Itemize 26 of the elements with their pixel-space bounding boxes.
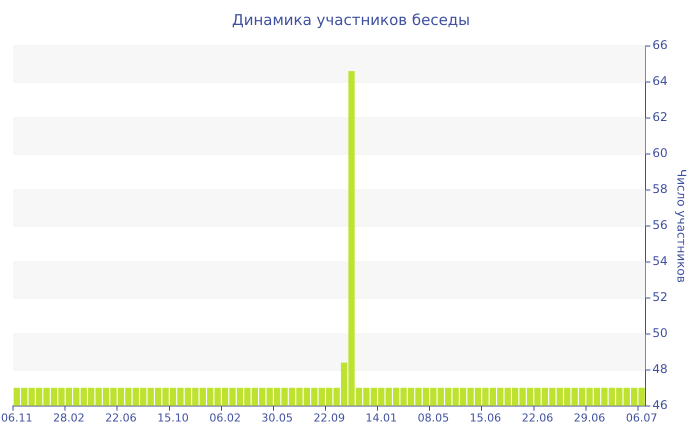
y-tick-label: 50 — [652, 326, 668, 340]
y-tick-label: 46 — [652, 398, 668, 412]
y-tick-label: 66 — [652, 38, 668, 52]
x-tick-label: 15.10 — [157, 411, 189, 424]
x-tick-label: 06.02 — [209, 411, 241, 424]
x-tick-label: 30.05 — [261, 411, 293, 424]
x-tick-label: 06.07 — [626, 411, 658, 424]
y-tick-label: 58 — [652, 182, 668, 196]
x-tick-label: 22.06 — [105, 411, 137, 424]
x-tick-label: 15.06 — [470, 411, 502, 424]
x-tick-label: 08.05 — [418, 411, 450, 424]
y-tick-label: 54 — [652, 254, 668, 268]
x-tick-label: 28.02 — [53, 411, 85, 424]
y-tick-label: 56 — [652, 218, 668, 232]
y-tick-label: 52 — [652, 290, 668, 304]
x-tick-label: 29.06 — [574, 411, 606, 424]
x-tick-label: 22.06 — [522, 411, 554, 424]
x-tick-label: 22.09 — [313, 411, 345, 424]
x-tick-label: 14.01 — [366, 411, 398, 424]
y-tick-label: 60 — [652, 146, 668, 160]
y-tick-label: 64 — [652, 74, 668, 88]
x-tick-label: 06.11 — [1, 411, 33, 424]
y-axis-title: Число участников — [674, 168, 689, 283]
y-tick-label: 48 — [652, 362, 668, 376]
y-tick-label: 62 — [652, 110, 668, 124]
chart-title: Динамика участников беседы — [232, 10, 470, 29]
